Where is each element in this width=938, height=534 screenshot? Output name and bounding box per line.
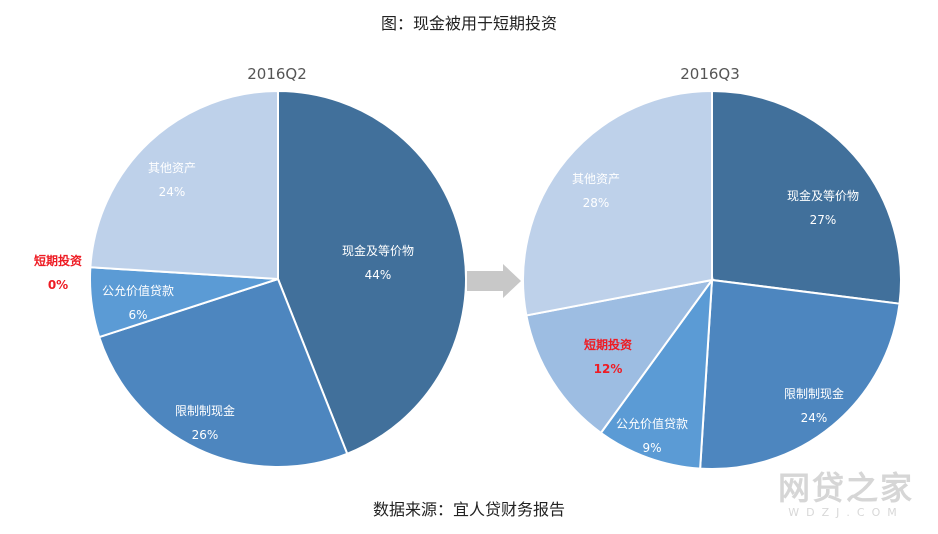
pie-slice-restricted bbox=[699, 278, 901, 471]
slice-label-cash: 现金及等价物 bbox=[342, 243, 414, 258]
watermark-logo: 网贷之家 WDZJ.COM bbox=[766, 470, 926, 520]
slice-label-restricted: 限制制现金 bbox=[175, 403, 235, 418]
figure-title: 图：现金被用于短期投资 bbox=[380, 14, 557, 33]
watermark-main-text: 网贷之家 bbox=[777, 469, 914, 507]
slice-label-restricted: 限制制现金 bbox=[784, 386, 844, 401]
slice-value-short_term: 0% bbox=[48, 278, 68, 292]
chart-title-2016q2: 2016Q2 bbox=[247, 65, 307, 83]
slice-label-loans: 公允价值贷款 bbox=[616, 416, 688, 431]
pie-chart-2016q2: 2016Q2 现金及等价物 44% 限制制现金 26% 公允价值贷款 6% 短期投资 0% 其他… bbox=[34, 65, 468, 468]
pie-slice-cash bbox=[711, 89, 902, 305]
pie-chart-2016q3: 2016Q3 现金及等价物 27% 限制制现金 24% 公允价值贷款 9% 短期投资 12% 其… bbox=[522, 65, 902, 471]
slice-label-short_term: 短期投资 bbox=[584, 337, 632, 352]
slice-value-short_term: 12% bbox=[594, 362, 623, 376]
slice-value-restricted: 26% bbox=[192, 428, 219, 442]
slice-value-other: 28% bbox=[583, 196, 610, 210]
pie-slice-other bbox=[89, 89, 279, 281]
slice-value-restricted: 24% bbox=[801, 411, 828, 425]
slice-label-other: 其他资产 bbox=[148, 161, 196, 175]
slice-value-loans: 6% bbox=[128, 308, 147, 322]
chart-title-2016q3: 2016Q3 bbox=[680, 65, 740, 83]
slice-value-cash: 44% bbox=[365, 268, 392, 282]
trend-arrow-icon bbox=[467, 264, 521, 298]
pie-slice-restricted bbox=[97, 277, 349, 468]
pie-slice-other bbox=[522, 89, 713, 317]
slice-label-short_term: 短期投资 bbox=[34, 253, 82, 268]
slice-label-cash: 现金及等价物 bbox=[787, 188, 859, 203]
slice-label-loans: 公允价值贷款 bbox=[102, 283, 174, 298]
slice-value-loans: 9% bbox=[642, 441, 661, 455]
pie-slice-cash bbox=[277, 89, 468, 456]
watermark-sub-text: WDZJ.COM bbox=[788, 506, 904, 519]
pie-slice-short_term bbox=[525, 278, 715, 435]
slice-value-cash: 27% bbox=[810, 213, 837, 227]
slice-label-other: 其他资产 bbox=[572, 172, 620, 186]
data-source-note: 数据来源：宜人贷财务报告 bbox=[372, 500, 565, 519]
slice-value-other: 24% bbox=[159, 185, 186, 199]
pie-slice-loans bbox=[599, 276, 714, 470]
